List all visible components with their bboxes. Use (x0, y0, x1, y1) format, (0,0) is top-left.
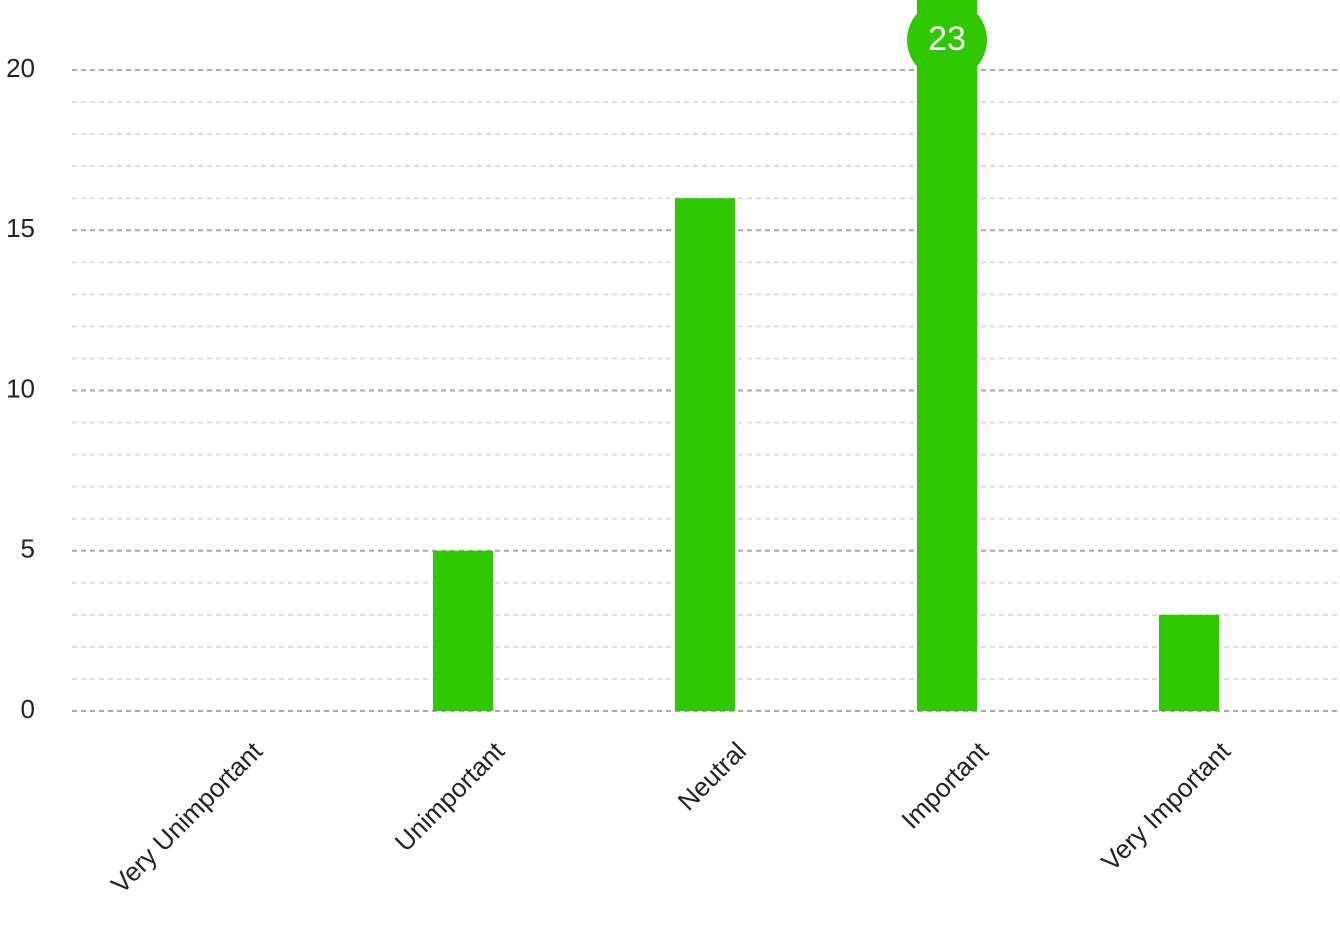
x-tick-label: Very Important (1095, 735, 1236, 876)
value-label: 23 (928, 20, 966, 58)
bar (917, 0, 977, 712)
bar (675, 198, 735, 711)
x-tick-label: Very Unimportant (105, 735, 269, 899)
y-tick-label: 0 (21, 694, 35, 724)
x-tick-label: Neutral (672, 736, 752, 816)
y-tick-label: 5 (21, 534, 35, 564)
x-tick-label: Unimportant (389, 735, 511, 857)
y-tick-label: 15 (6, 213, 35, 243)
bar (1159, 614, 1219, 711)
y-tick-label: 20 (6, 53, 35, 83)
value-badge (907, 0, 987, 80)
x-tick-label: Important (895, 735, 994, 834)
y-tick-label: 10 (6, 373, 35, 403)
bar (433, 550, 493, 711)
